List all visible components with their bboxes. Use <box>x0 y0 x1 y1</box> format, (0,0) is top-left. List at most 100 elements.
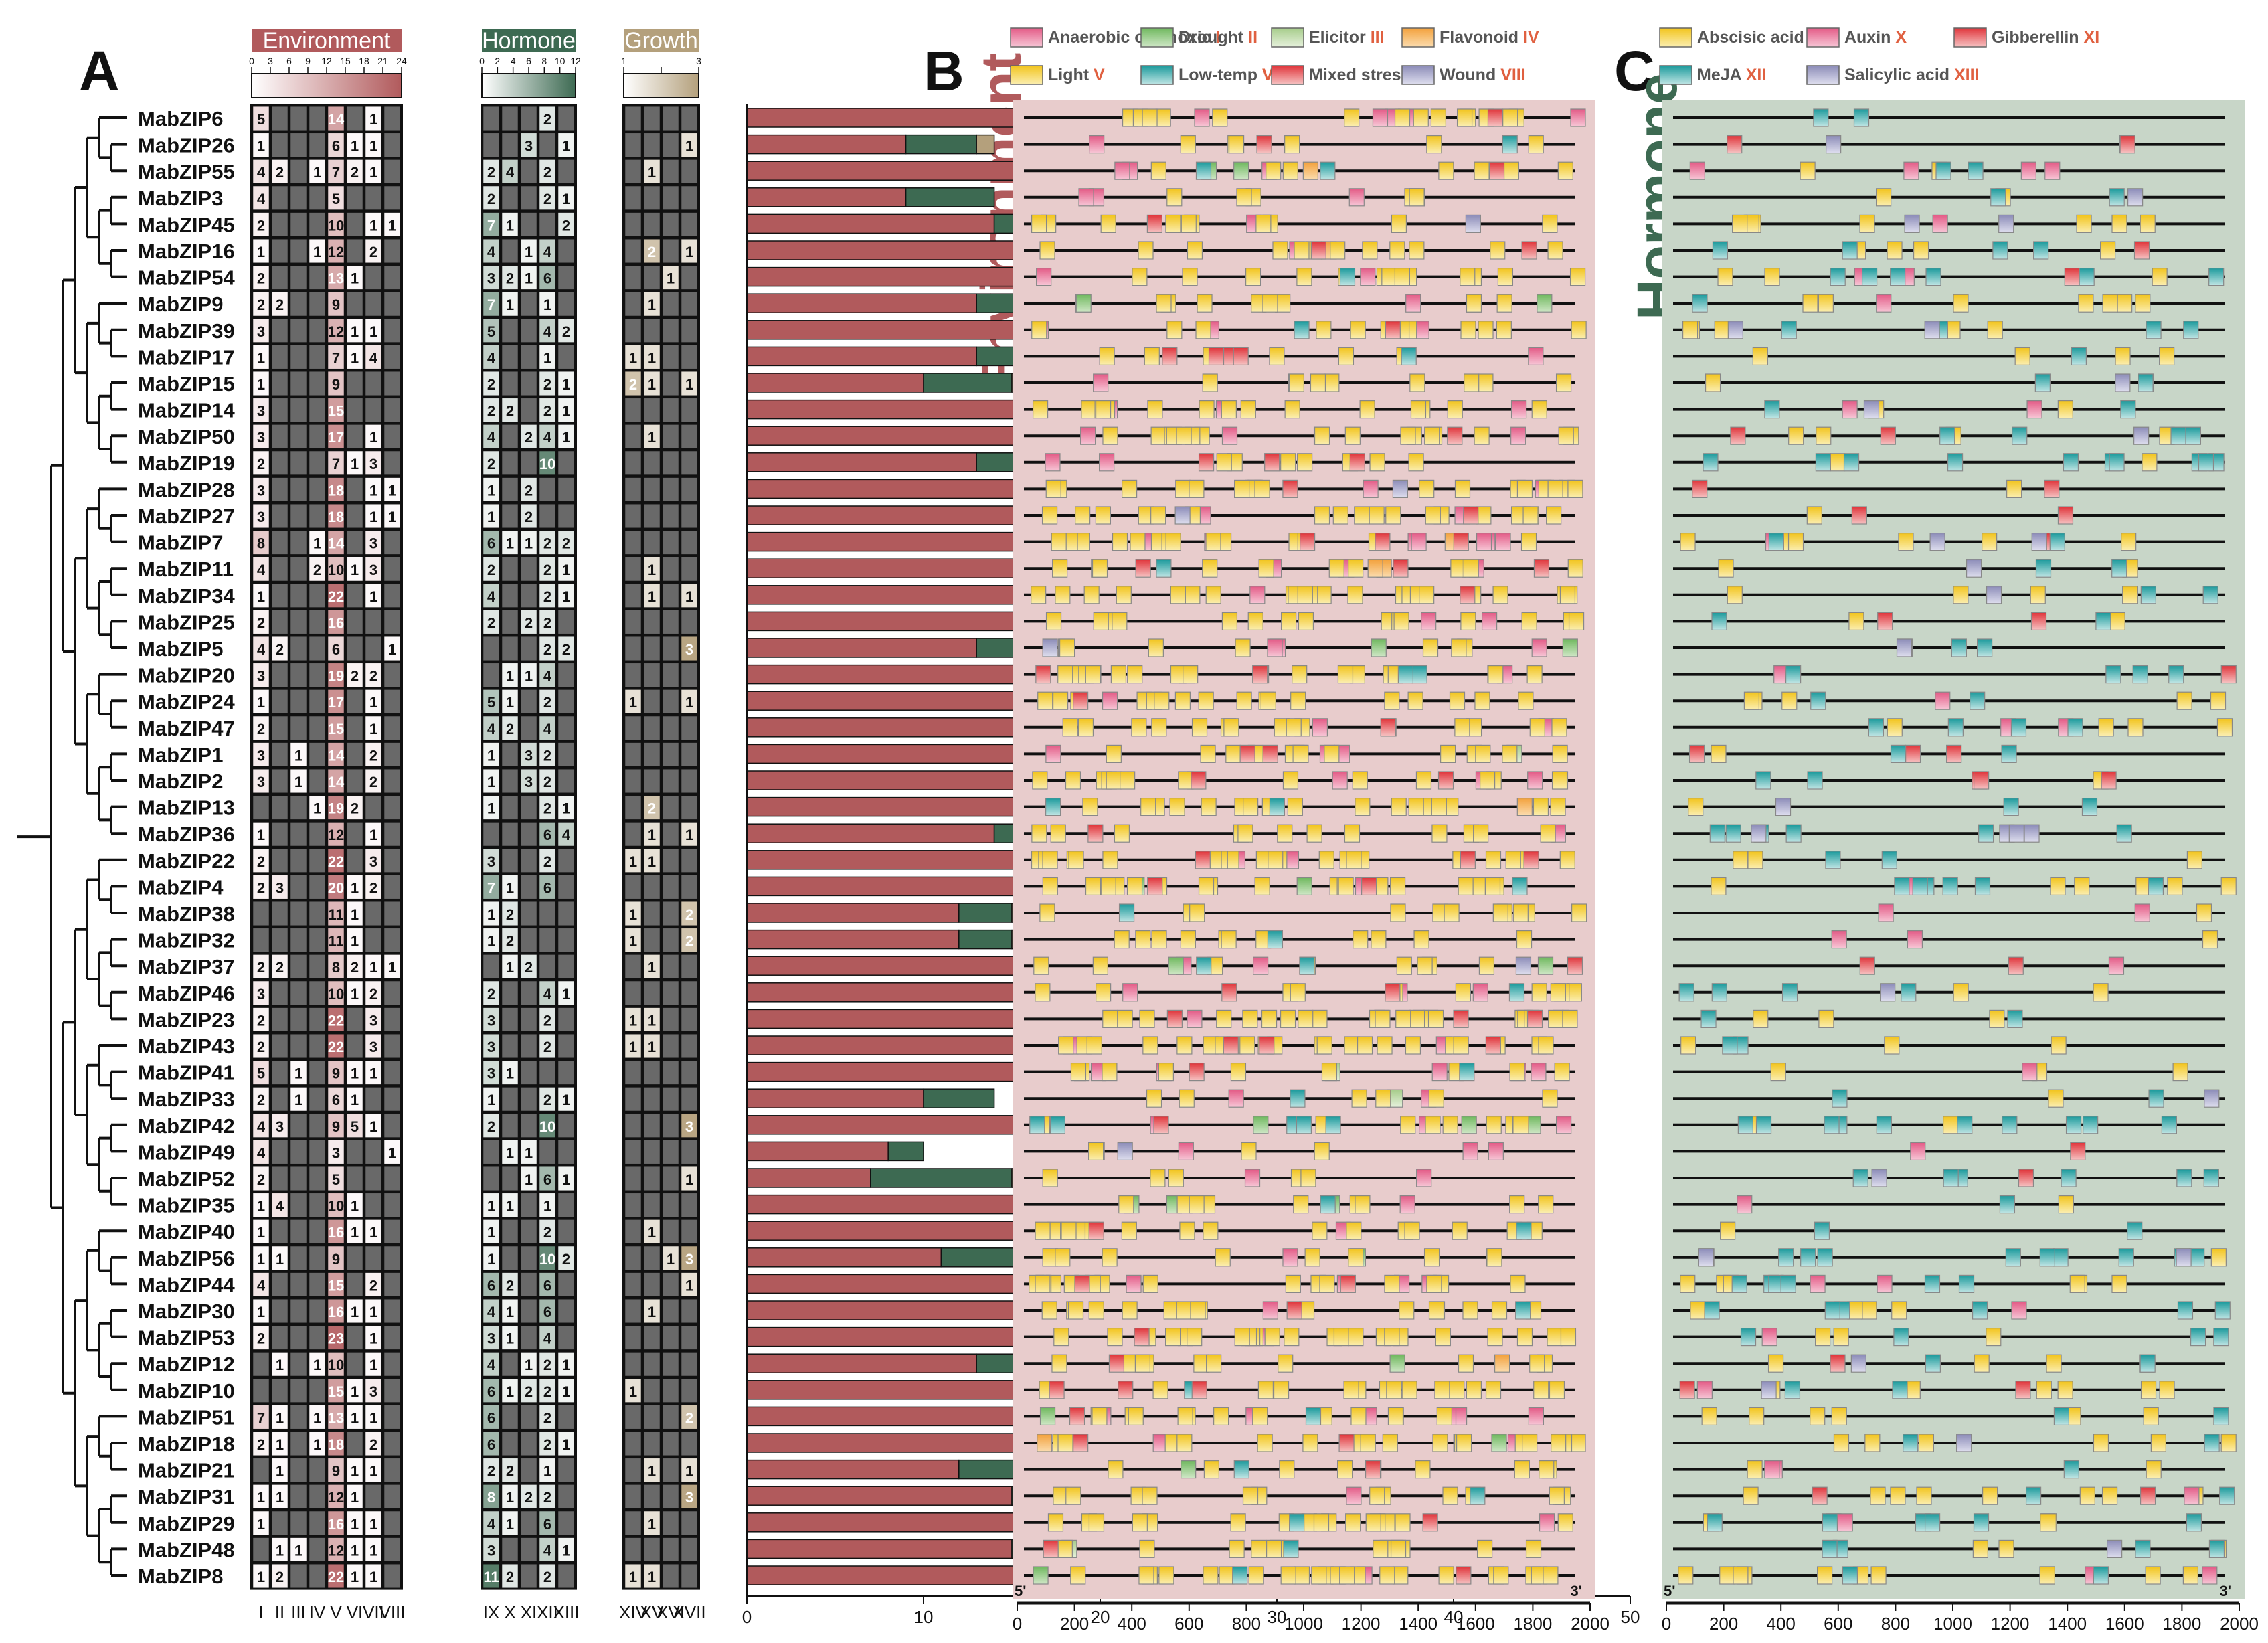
heatmap-cell <box>519 1112 538 1138</box>
env-element-box <box>1155 108 1171 127</box>
env-element-box <box>1057 1434 1073 1452</box>
heatmap-cell <box>327 529 345 555</box>
heatmap-cell-value: 1 <box>388 509 396 525</box>
heatmap-cell-value: 1 <box>351 933 359 950</box>
heatmap-cell <box>482 503 501 529</box>
hor-element-box <box>1924 321 1940 339</box>
heatmap-cell-value: 2 <box>543 800 551 817</box>
heatmap-cell <box>289 715 308 741</box>
env-element-box <box>1486 1248 1502 1267</box>
heatmap-cell-value: 3 <box>276 1118 284 1135</box>
heatmap-cell <box>482 980 501 1006</box>
gene-label: MabZIP22 <box>138 849 235 873</box>
heatmap-cell <box>538 556 557 582</box>
heatmap-cell <box>252 317 270 343</box>
env-element-box <box>1395 1513 1411 1532</box>
env-element-box <box>1296 877 1312 896</box>
heatmap-cell <box>482 1192 501 1218</box>
env-element-box <box>1151 930 1167 949</box>
heatmap-cell <box>661 317 680 343</box>
env-element-box <box>1494 1354 1510 1373</box>
env-element-box <box>1551 771 1568 790</box>
hor-element-box <box>2196 903 2212 922</box>
hor-element-box <box>1817 1248 1833 1267</box>
heatmap-cell-value: 6 <box>543 1277 551 1294</box>
heatmap-cell-value: 3 <box>685 641 693 658</box>
heatmap-cell <box>680 1430 699 1457</box>
heatmap-cell <box>327 317 345 343</box>
heatmap-cell <box>327 185 345 211</box>
env-element-box <box>1325 1116 1341 1134</box>
color-scale-tick-label: 21 <box>377 56 388 66</box>
env-element-box <box>1509 1195 1525 1214</box>
heatmap-cell-value: 2 <box>487 1463 495 1480</box>
heatmap-cell-value: 6 <box>543 1171 551 1188</box>
heatmap-cell-value: 1 <box>506 1383 514 1400</box>
heatmap-cell-value: 1 <box>351 1092 359 1108</box>
bar-segment <box>746 1486 1013 1506</box>
hor-element-box <box>2035 559 2052 578</box>
heatmap-cell <box>642 1033 661 1059</box>
heatmap-cell <box>661 132 680 158</box>
heatmap-cell <box>270 582 289 608</box>
heatmap-cell-value: 1 <box>562 191 570 207</box>
heatmap-cell-value: 2 <box>648 800 656 817</box>
env-element-box <box>1240 400 1256 419</box>
env-element-box <box>1451 638 1467 657</box>
env-element-box <box>1320 1195 1336 1214</box>
env-element-box <box>1496 294 1512 313</box>
heatmap-cell <box>252 185 270 211</box>
heatmap-cell <box>270 609 289 635</box>
legend-swatch <box>1140 65 1174 85</box>
heatmap-cell-value: 1 <box>648 1463 656 1480</box>
hor-element-box <box>1947 718 1964 737</box>
heatmap-cell <box>252 1219 270 1245</box>
heatmap-cell <box>327 1484 345 1510</box>
heatmap-cell-value: 2 <box>257 721 265 738</box>
heatmap-cell-value: 1 <box>369 1463 377 1480</box>
heatmap-cell <box>501 954 519 980</box>
env-element-box <box>1417 956 1433 975</box>
heatmap-cell <box>642 450 661 476</box>
heatmap-cell <box>642 794 661 820</box>
hor-element-box <box>1755 771 1771 790</box>
heatmap-cell <box>661 635 680 662</box>
bar-segment <box>746 1539 1013 1559</box>
env-element-box <box>1135 930 1151 949</box>
env-element-box <box>1428 1089 1444 1108</box>
bar-segment <box>746 1353 977 1373</box>
hor-x-tick-label: 400 <box>1767 1614 1796 1634</box>
heatmap-cell <box>538 503 557 529</box>
heatmap-cell-value: 2 <box>506 906 514 923</box>
heatmap-cell-value: 2 <box>369 879 377 896</box>
hor-element-box <box>2119 135 2135 154</box>
hor-element-box <box>1898 532 1914 551</box>
hor-element-box <box>1830 453 1846 472</box>
heatmap-cell <box>519 1430 538 1457</box>
hor-element-box <box>1987 321 2003 339</box>
heatmap-cell <box>308 1351 327 1377</box>
env-element-box <box>1267 930 1284 949</box>
env-element-box <box>1432 1434 1448 1452</box>
env-element-box <box>1203 1566 1219 1585</box>
heatmap-cell-value: 8 <box>487 1489 495 1506</box>
bar-segment <box>746 1061 1031 1082</box>
heatmap-cell <box>538 1272 557 1298</box>
env-element-box <box>1278 1354 1294 1373</box>
heatmap-cell <box>557 689 576 715</box>
hor-element-box <box>1890 744 1907 764</box>
bar-segment <box>923 373 1013 393</box>
heatmap-cell <box>624 900 642 927</box>
heatmap-cell <box>482 742 501 768</box>
heatmap-cell <box>642 874 661 900</box>
heatmap-cell <box>642 1219 661 1245</box>
column-label: XII <box>537 1602 558 1622</box>
heatmap-cell <box>519 450 538 476</box>
heatmap-cell-value: 15 <box>328 721 344 738</box>
env-element-box <box>1087 824 1104 843</box>
env-element-box <box>1106 771 1122 790</box>
hor-element-box <box>2057 1381 2073 1399</box>
bar-segment <box>746 187 907 207</box>
heatmap-cell <box>308 450 327 476</box>
heatmap-cell <box>680 1563 699 1589</box>
